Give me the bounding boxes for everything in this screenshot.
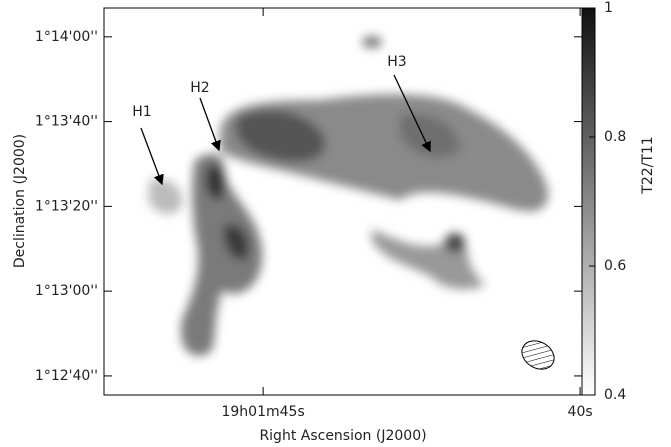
y-tick-label: 1°13'20'': [35, 198, 98, 214]
annotation: H3: [387, 54, 406, 70]
emission-map: [148, 36, 549, 356]
x-axis-label: Right Ascension (J2000): [259, 428, 426, 444]
beam: [521, 340, 555, 370]
annotation-arrows: [140, 74, 431, 186]
annotation: H1: [132, 104, 151, 120]
colorbar-tick-label: 1: [604, 0, 613, 16]
y-tick-label: 1°13'40'': [35, 114, 98, 130]
colorbar-tick-label: 0.6: [604, 258, 626, 274]
colorbar: [581, 7, 596, 396]
annotation: H2: [190, 80, 209, 96]
y-axis-label: Declination (J2000): [12, 134, 28, 268]
y-tick-label: 1°13'00'': [35, 283, 98, 299]
y-tick-label: 1°14'00'': [35, 29, 98, 45]
x-tick-label: 40s: [568, 404, 593, 420]
colorbar-tick-label: 0.8: [604, 129, 626, 145]
x-tick-label: 19h01m45s: [221, 404, 304, 420]
colorbar-tick-label: 0.4: [604, 387, 626, 403]
colorbar-label: T22/T11: [640, 136, 656, 194]
y-tick-label: 1°12'40'': [35, 368, 98, 384]
